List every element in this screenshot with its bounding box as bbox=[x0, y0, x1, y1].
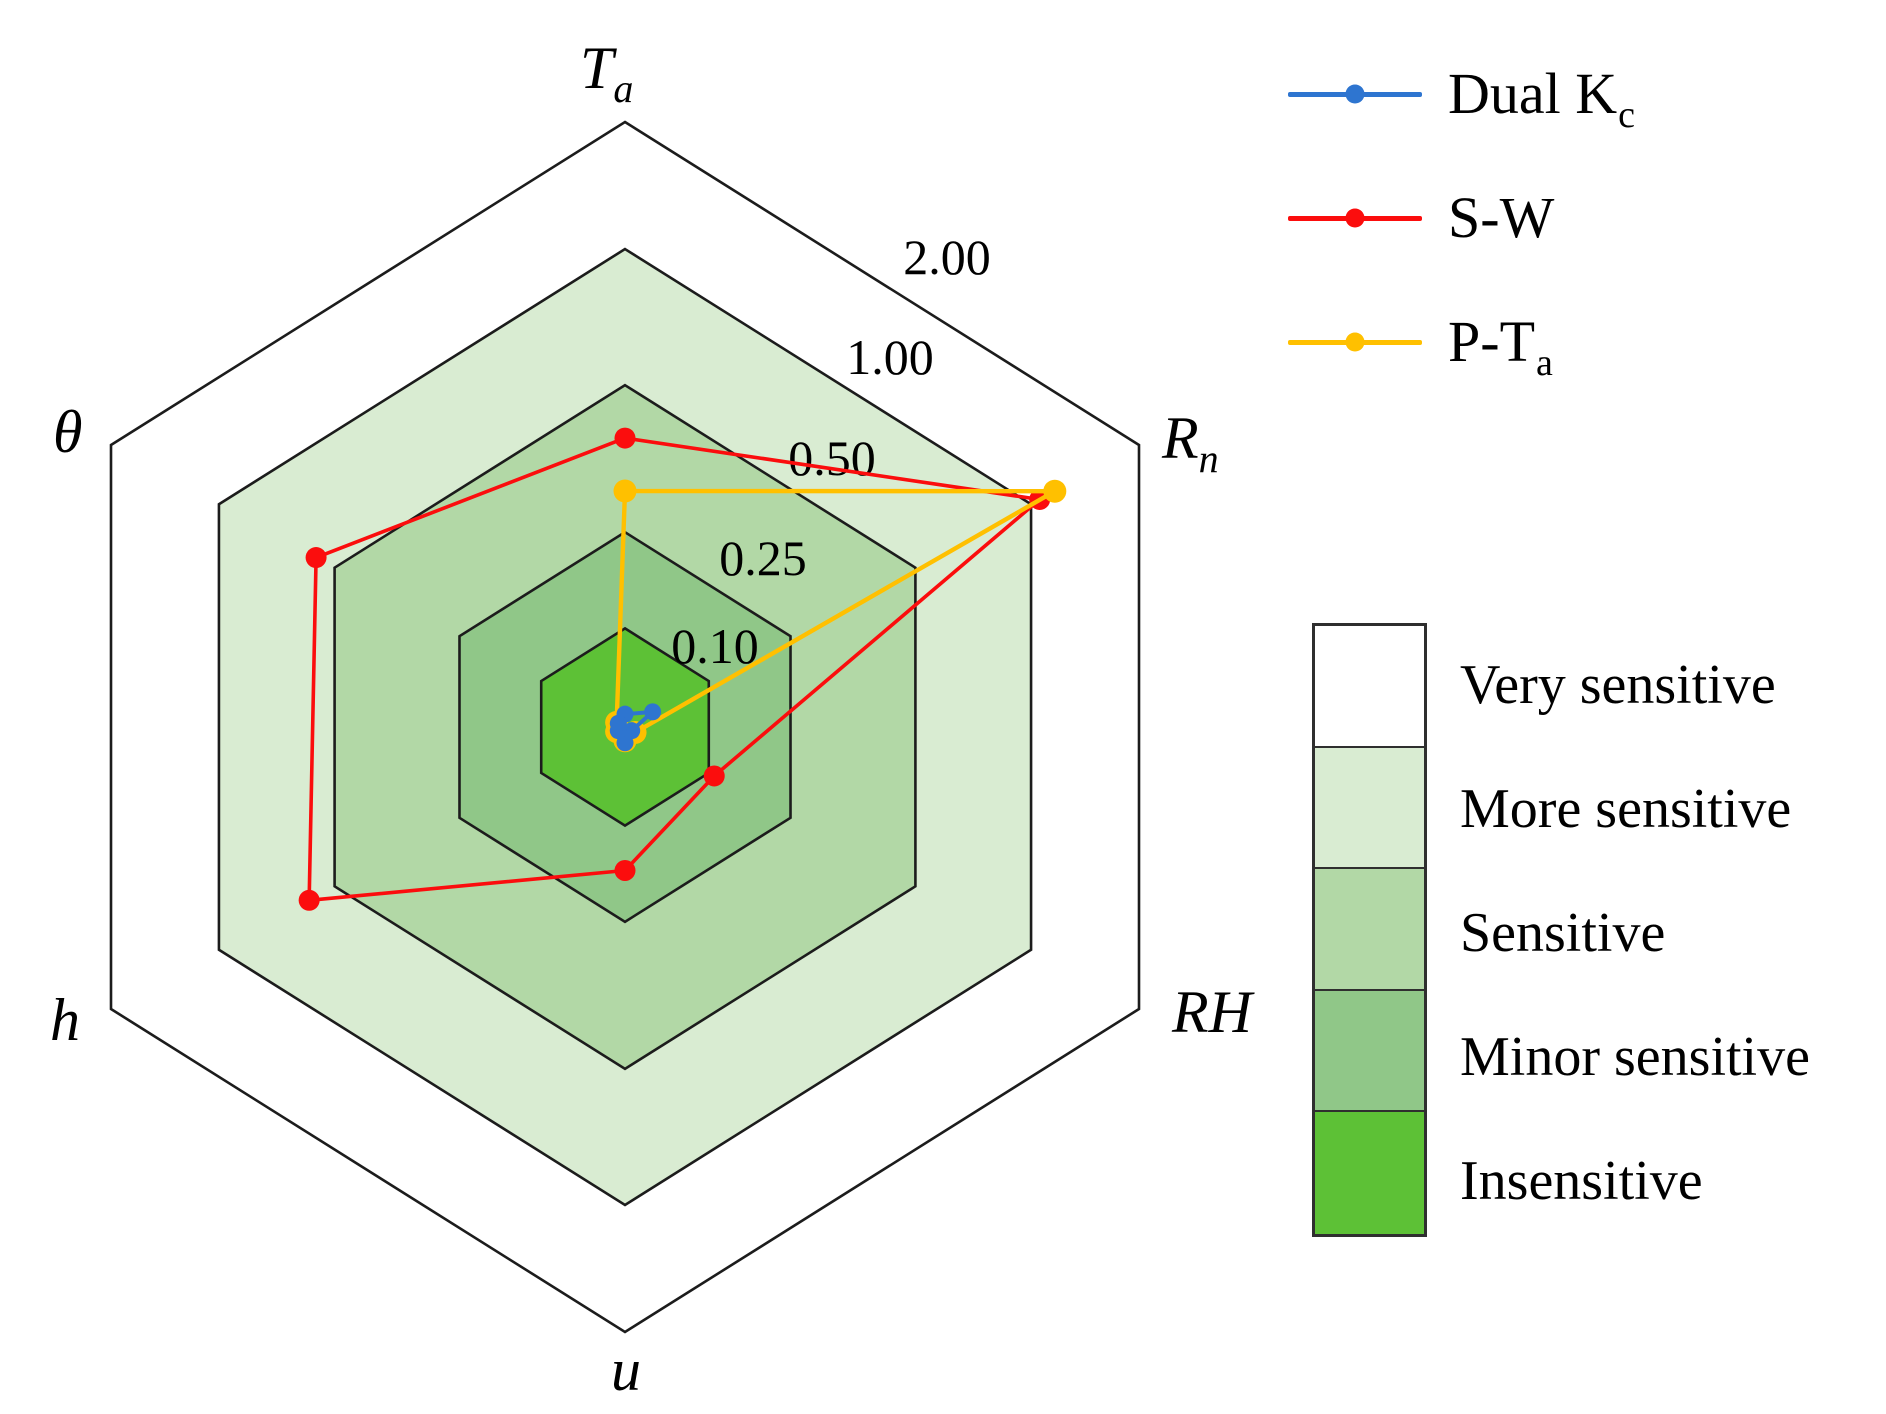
ring-label-0.10: 0.10 bbox=[671, 618, 759, 674]
legend-item-dual-kc: Dual Kc bbox=[1288, 32, 1636, 156]
series-point-s-w-Ta bbox=[614, 427, 636, 449]
axis-label-Rn: Rn bbox=[1161, 405, 1219, 481]
colorbar-label: Very sensitive bbox=[1460, 654, 1776, 716]
colorbar-label: Sensitive bbox=[1460, 902, 1666, 964]
colorbar-cell-insensitive bbox=[1315, 1112, 1424, 1234]
ring-label-1.00: 1.00 bbox=[846, 329, 934, 385]
series-point-s-w-RH bbox=[703, 765, 725, 787]
legend-item-p-ta: P-Ta bbox=[1288, 280, 1634, 404]
series-point-s-w-u bbox=[614, 860, 636, 882]
series-point-dual-kc-theta bbox=[609, 714, 627, 732]
ring-label-2.00: 2.00 bbox=[903, 229, 991, 285]
axis-label-RH: RH bbox=[1171, 979, 1256, 1045]
series-point-dual-kc-Rn bbox=[644, 703, 662, 721]
series-point-s-w-h bbox=[298, 889, 320, 911]
legend-dot-icon bbox=[1345, 84, 1365, 104]
sensitivity-colorbar bbox=[1312, 623, 1427, 1237]
colorbar-cell-more-sensitive bbox=[1315, 747, 1424, 869]
legend-label: P-Ta bbox=[1448, 309, 1553, 384]
series-point-s-w-theta bbox=[305, 547, 327, 569]
legend-line-marker-icon bbox=[1288, 208, 1422, 228]
axis-label-Ta: Ta bbox=[580, 35, 633, 111]
legend-line-marker-icon bbox=[1288, 332, 1422, 352]
colorbar-cell-sensitive bbox=[1315, 869, 1424, 991]
legend-label: S-W bbox=[1448, 185, 1555, 250]
colorbar-cell-minor-sensitive bbox=[1315, 990, 1424, 1112]
legend-label: Dual Kc bbox=[1448, 61, 1636, 136]
axis-label-h: h bbox=[50, 987, 80, 1053]
axis-label-u: u bbox=[611, 1337, 641, 1403]
legend-dot-icon bbox=[1345, 332, 1365, 352]
colorbar-cell-very-sensitive bbox=[1315, 626, 1424, 748]
sensitivity-colorbar-labels: Very sensitive More sensitive Sensitive Min… bbox=[1460, 623, 1810, 1243]
series-point-p-ta-Ta bbox=[613, 479, 637, 503]
axis-label-theta: θ bbox=[53, 399, 82, 465]
legend-dot-icon bbox=[1345, 208, 1365, 228]
ring-label-0.25: 0.25 bbox=[719, 530, 807, 586]
legend-line-marker-icon bbox=[1288, 84, 1422, 104]
legend-item-s-w: S-W bbox=[1288, 156, 1634, 280]
ring-label-0.50: 0.50 bbox=[788, 430, 876, 486]
series-legend: Dual Kc S-W P-Ta bbox=[1288, 32, 1636, 404]
colorbar-label: More sensitive bbox=[1460, 778, 1792, 840]
colorbar-label: Minor sensitive bbox=[1460, 1026, 1810, 1088]
colorbar-label: Insensitive bbox=[1460, 1150, 1703, 1212]
series-point-p-ta-Rn bbox=[1043, 479, 1067, 503]
